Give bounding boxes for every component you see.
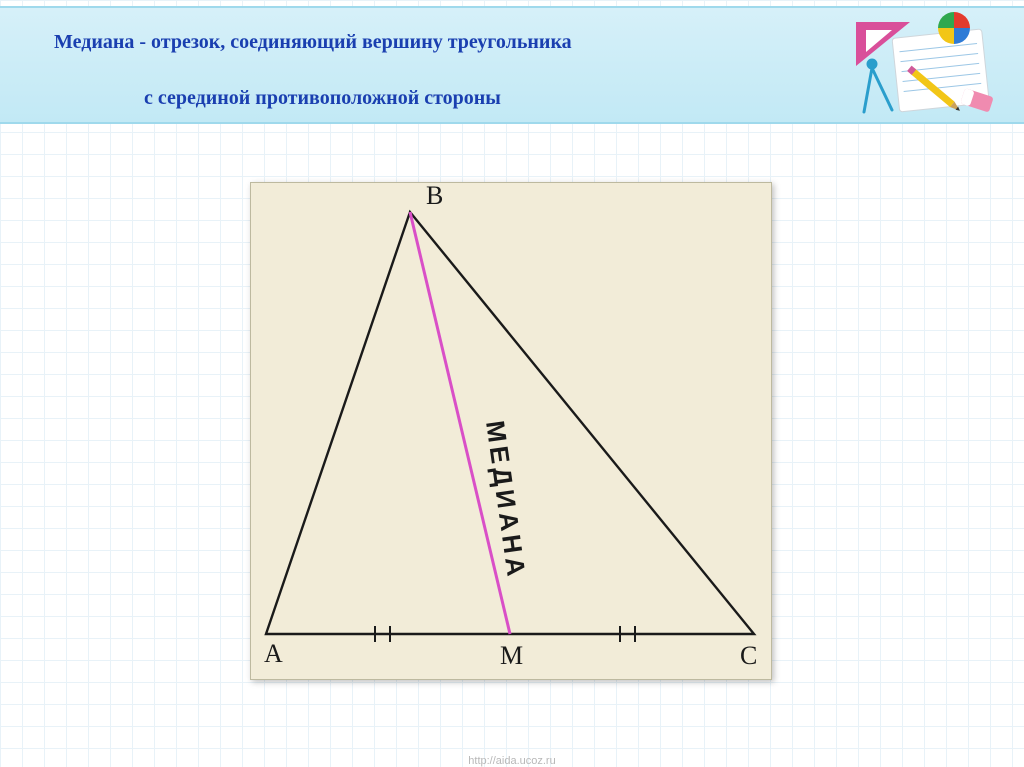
definition-line1: Медиана - отрезок, соединяющий вершину т… [54, 26, 824, 58]
header-band: Медиана - отрезок, соединяющий вершину т… [0, 6, 1024, 124]
label-A: A [264, 639, 283, 668]
tools-illustration [836, 4, 1006, 124]
tools-icon [836, 4, 1006, 124]
triangle-svg: A B C M МЕДИАНА [250, 182, 772, 680]
footer-link: http://aida.ucoz.ru [0, 755, 1024, 767]
header-text: Медиана - отрезок, соединяющий вершину т… [54, 26, 824, 114]
median-diagram: A B C M МЕДИАНА [250, 182, 772, 680]
label-B: B [426, 182, 443, 210]
label-C: C [740, 641, 757, 670]
definition-line2: с серединой противоположной стороны [54, 82, 824, 114]
slide-page: Медиана - отрезок, соединяющий вершину т… [0, 0, 1024, 767]
median-label: МЕДИАНА [480, 419, 532, 582]
label-M: M [500, 641, 523, 670]
